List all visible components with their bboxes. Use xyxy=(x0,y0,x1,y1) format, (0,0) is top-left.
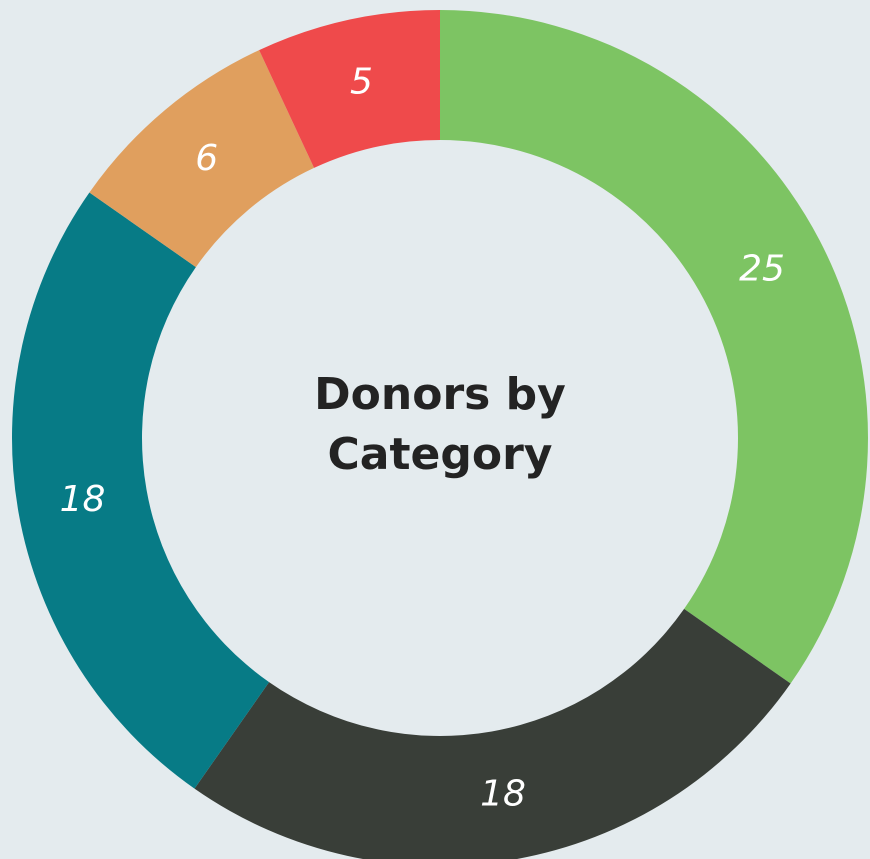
donut-slice xyxy=(194,608,791,859)
data-label: 18 xyxy=(480,773,526,814)
donut-slice xyxy=(440,10,868,684)
data-label: 25 xyxy=(739,248,785,289)
donut-slice xyxy=(12,192,270,789)
data-label: 5 xyxy=(350,62,373,103)
donut-slice xyxy=(259,10,440,168)
donut-slice xyxy=(89,50,315,268)
chart-title: Donors by Category xyxy=(314,369,566,480)
data-label: 6 xyxy=(195,138,218,179)
data-label: 18 xyxy=(60,479,106,520)
